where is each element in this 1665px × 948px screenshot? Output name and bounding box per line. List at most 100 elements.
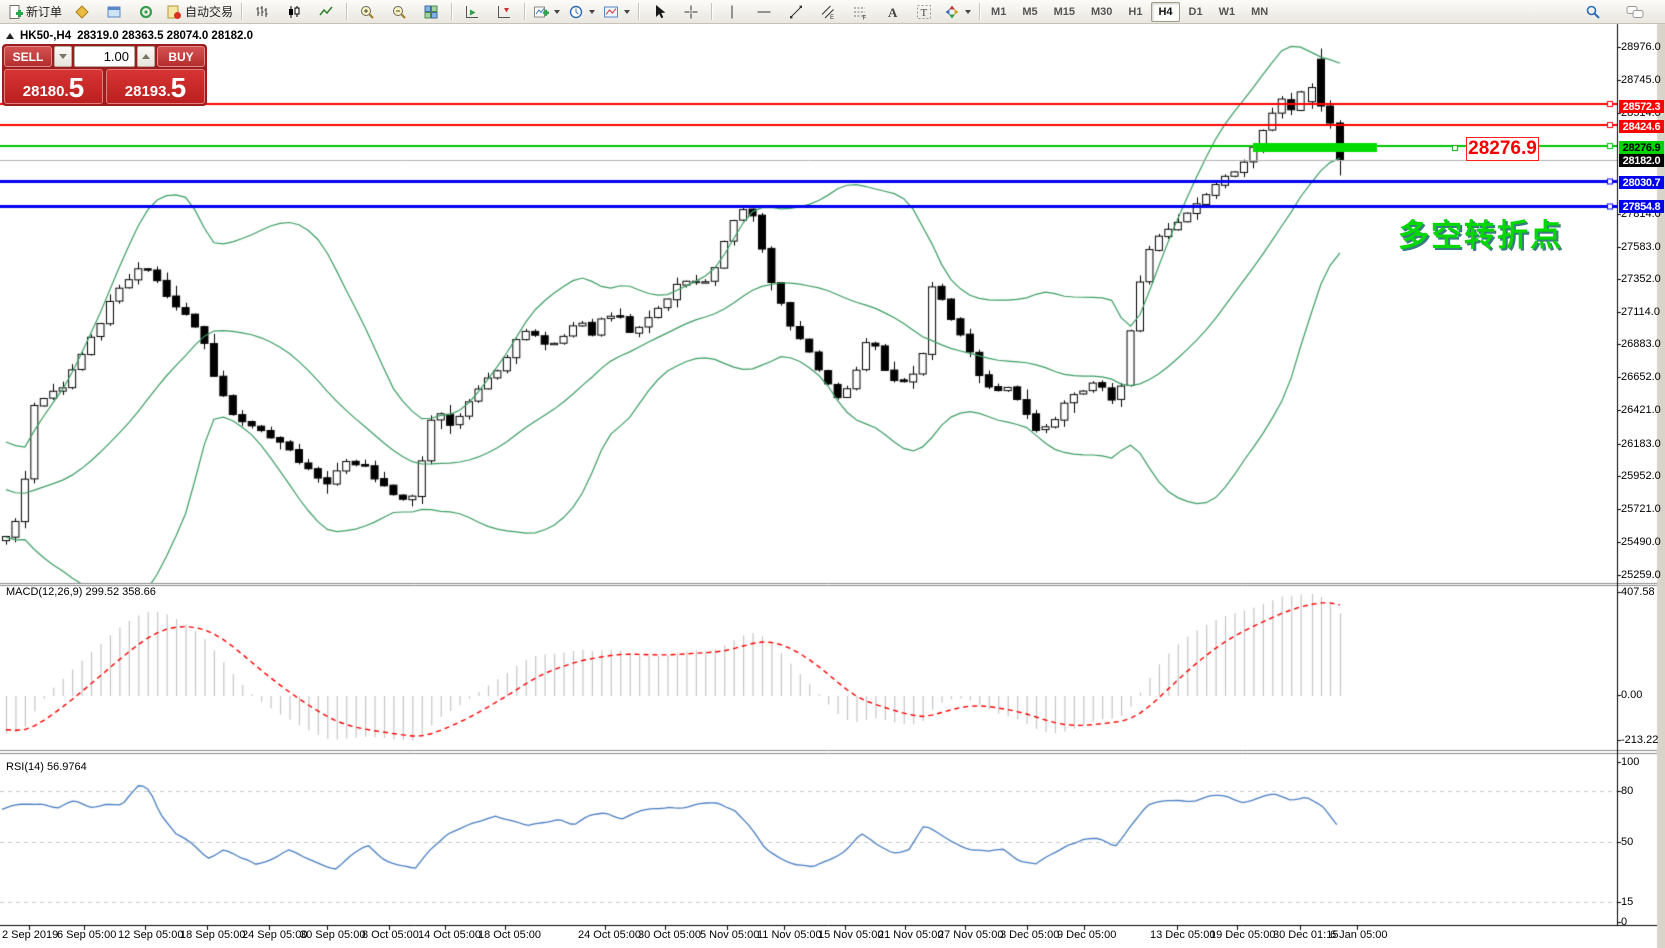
- period-mn[interactable]: MN: [1251, 5, 1269, 18]
- crosshair-tool-button[interactable]: [675, 1, 707, 23]
- search-icon: [1586, 5, 1600, 19]
- autotrading-icon: [167, 5, 182, 19]
- data-window-icon: [107, 6, 121, 17]
- time-axis-label: 13 Dec 05:00: [1150, 929, 1216, 941]
- candlestick-chart-button[interactable]: [278, 1, 310, 23]
- chat-button[interactable]: [1619, 1, 1651, 23]
- volume-increase-button[interactable]: [137, 46, 155, 67]
- cursor-tool-button[interactable]: [643, 1, 675, 23]
- svg-text:E: E: [830, 15, 834, 20]
- new-order-button[interactable]: 新订单: [3, 1, 66, 23]
- line-chart-button[interactable]: [310, 1, 342, 23]
- line-chart-icon: [319, 6, 333, 15]
- ohlc-values: 28319.0 28363.5 28074.0 28182.0: [77, 30, 254, 42]
- auto-scroll-button[interactable]: [456, 1, 488, 23]
- period-d1[interactable]: D1: [1188, 5, 1203, 18]
- templates-button[interactable]: [599, 1, 634, 23]
- buy-button[interactable]: BUY: [157, 46, 205, 67]
- price-tick-label: 25490.0: [1621, 536, 1661, 548]
- price-tick-label: 26652.0: [1621, 371, 1661, 383]
- horizontal-line-icon: [757, 11, 771, 12]
- dropdown-caret-icon: [624, 9, 631, 14]
- period-h4[interactable]: H4: [1151, 1, 1180, 22]
- crosshair-icon: [684, 5, 698, 18]
- time-axis-label: 12 Sep 05:00: [118, 929, 184, 941]
- volume-input[interactable]: 1.00: [74, 46, 135, 67]
- price-line-label: 28182.0: [1619, 154, 1664, 167]
- vertical-line-tool-button[interactable]: [716, 1, 748, 23]
- period-m5[interactable]: M5: [1022, 5, 1038, 18]
- price-tick-label: 27114.0: [1621, 306, 1660, 318]
- period-m1[interactable]: M1: [991, 5, 1007, 18]
- time-axis-label: 24 Oct 05:00: [578, 929, 641, 941]
- chart-title: HK50-,H4 28319.0 28363.5 28074.0 28182.0: [6, 30, 253, 42]
- sell-price-box[interactable]: 28180. 5: [4, 69, 103, 104]
- dropdown-caret-icon: [965, 9, 972, 14]
- sell-price: 28180.: [22, 83, 69, 100]
- period-m15[interactable]: M15: [1053, 5, 1075, 18]
- indicators-button[interactable]: [529, 1, 564, 23]
- text-label-tool-button[interactable]: T: [908, 1, 940, 23]
- tile-windows-icon: [424, 5, 438, 18]
- search-button[interactable]: [1577, 1, 1609, 23]
- time-axis-label: 21 Nov 05:00: [878, 929, 944, 941]
- sell-button-label: SELL: [12, 49, 44, 64]
- time-axis-label: 2 Sep 2019: [2, 929, 59, 941]
- equidistant-channel-tool-button[interactable]: E: [812, 1, 844, 23]
- period-h1[interactable]: H1: [1128, 5, 1143, 18]
- buy-button-label: BUY: [168, 49, 194, 64]
- bar-chart-button[interactable]: [246, 1, 278, 23]
- dropdown-caret-icon: [589, 9, 596, 14]
- price-callout-label[interactable]: 28276.9: [1466, 137, 1539, 161]
- time-axis-label: 15 Nov 05:00: [818, 929, 884, 941]
- toolbar-separator: [979, 3, 981, 20]
- navigator-icon: [139, 5, 153, 18]
- text-tool-button[interactable]: A: [876, 1, 908, 23]
- autotrading-button[interactable]: 自动交易: [162, 1, 237, 23]
- price-tick-label: 28745.0: [1621, 74, 1661, 86]
- time-axis-label: 6 Jan 05:00: [1330, 929, 1388, 941]
- price-tick-label: 25721.0: [1621, 503, 1661, 515]
- chart-annotation-text[interactable]: 多空转折点: [1398, 218, 1563, 253]
- one-click-trade-panel: SELL 1.00 BUY 28180. 5 28193. 5: [2, 44, 207, 106]
- buy-price-box[interactable]: 28193. 5: [106, 69, 205, 104]
- collapse-triangle-icon[interactable]: [6, 33, 14, 39]
- trendline-tool-button[interactable]: [780, 1, 812, 23]
- time-axis-label: 8 Oct 05:00: [362, 929, 419, 941]
- rsi-tick-label: 0: [1621, 916, 1628, 928]
- periods-button[interactable]: [564, 1, 599, 23]
- zoom-in-icon: [361, 5, 374, 19]
- dropdown-caret-icon: [554, 9, 561, 14]
- toolbar-separator: [451, 3, 453, 20]
- new-order-icon: [9, 4, 23, 19]
- period-w1[interactable]: W1: [1218, 5, 1236, 18]
- time-axis-label: 14 Oct 05:00: [418, 929, 481, 941]
- time-axis-label: 3 Dec 05:00: [1000, 929, 1060, 941]
- zoom-out-button[interactable]: [383, 1, 415, 23]
- navigator-button[interactable]: [130, 1, 162, 23]
- fibonacci-tool-button[interactable]: F: [844, 1, 876, 23]
- volume-decrease-button[interactable]: [54, 46, 72, 67]
- svg-text:T: T: [921, 7, 928, 19]
- time-axis-label: 24 Sep 05:00: [242, 929, 308, 941]
- rsi-tick-label: 15: [1621, 896, 1634, 908]
- chart-shift-button[interactable]: [488, 1, 520, 23]
- arrows-tool-button[interactable]: [940, 1, 975, 23]
- tile-windows-button[interactable]: [415, 1, 447, 23]
- time-axis-label: 30 Sep 05:00: [300, 929, 366, 941]
- trendline-icon: [790, 5, 803, 18]
- zoom-in-button[interactable]: [351, 1, 383, 23]
- horizontal-line-tool-button[interactable]: [748, 1, 780, 23]
- main-toolbar: 新订单 自动交易 E F A T: [0, 0, 1665, 24]
- price-tick-label: 25259.0: [1621, 569, 1661, 581]
- price-tick-label: 26183.0: [1621, 438, 1661, 450]
- market-watch-button[interactable]: [66, 1, 98, 23]
- rsi-pane-label: RSI(14) 56.9764: [6, 761, 87, 773]
- sell-button[interactable]: SELL: [4, 46, 52, 67]
- data-window-button[interactable]: [98, 1, 130, 23]
- price-tick-label: 28976.0: [1621, 41, 1661, 53]
- period-m30[interactable]: M30: [1091, 5, 1113, 18]
- price-line-label: 27854.8: [1619, 200, 1664, 213]
